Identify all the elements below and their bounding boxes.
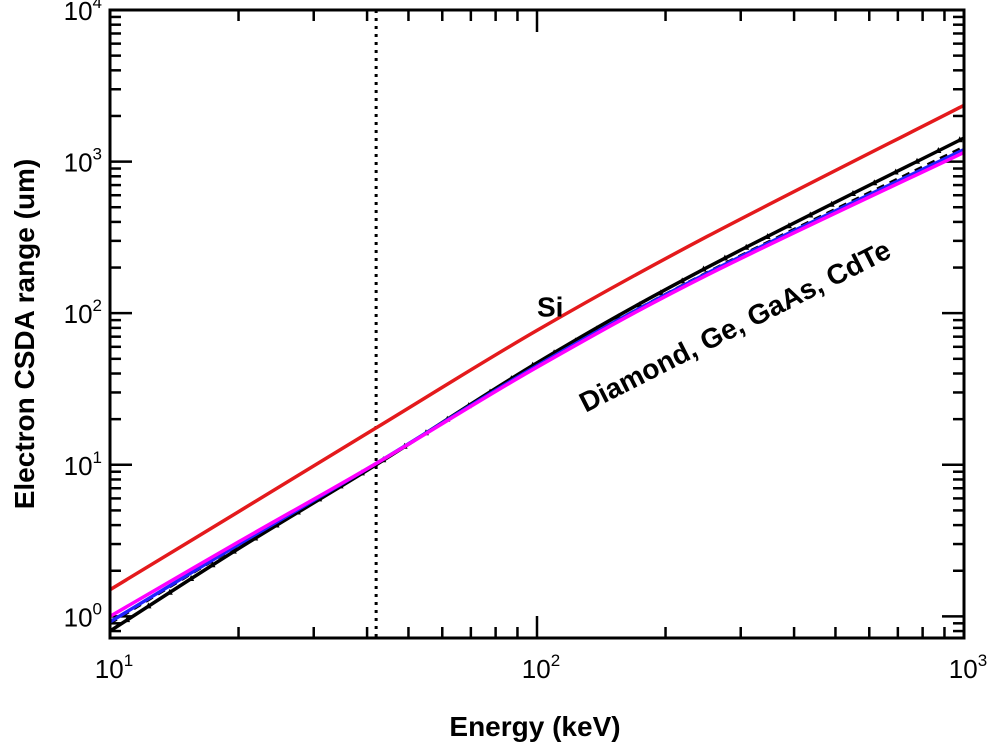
series-marker-diamond	[764, 232, 771, 239]
series-marker-diamond	[721, 254, 728, 261]
series-marker-diamond	[209, 561, 216, 568]
series-marker-diamond	[657, 289, 664, 296]
x-tick-label: 101	[95, 651, 133, 684]
series-line-ge	[109, 145, 965, 625]
series-lines	[109, 103, 965, 633]
series-marker-diamond	[252, 534, 259, 541]
series-marker-diamond	[124, 616, 131, 623]
x-tick-label: 102	[522, 651, 560, 684]
series-marker-diamond	[956, 136, 963, 143]
series-marker-diamond	[145, 602, 152, 609]
series-line-si	[109, 103, 965, 592]
series-line-gaas	[109, 148, 965, 624]
tick-labels: 101 102 103 100 101 102 103 104	[64, 0, 988, 684]
series-marker-diamond	[188, 575, 195, 582]
y-tick-label: 102	[64, 296, 102, 329]
series-marker-diamond	[871, 179, 878, 186]
x-tick-label: 103	[949, 651, 987, 684]
series-marker-diamond	[166, 588, 173, 595]
x-axis-title: Energy (keV)	[449, 711, 620, 742]
series-marker-diamond	[679, 277, 686, 284]
series-marker-diamond	[828, 200, 835, 207]
y-tick-label: 104	[64, 0, 102, 26]
annotation-label: Si	[537, 292, 563, 323]
series-marker-diamond	[700, 265, 707, 272]
y-tick-label: 101	[64, 448, 102, 481]
plot-frame	[108, 8, 966, 640]
y-tick-label: 100	[64, 599, 102, 632]
series-marker-diamond	[743, 243, 750, 250]
series-marker-diamond	[230, 547, 237, 554]
y-axis-title: Electron CSDA range (um)	[9, 159, 40, 510]
series-marker-diamond	[892, 168, 899, 175]
series-marker-diamond	[807, 211, 814, 218]
series-marker-diamond	[785, 222, 792, 229]
series-marker-diamond	[849, 189, 856, 196]
series-marker-diamond	[914, 157, 921, 164]
series-line-cdte	[109, 150, 965, 618]
series-marker-diamond	[935, 146, 942, 153]
y-tick-label: 103	[64, 145, 102, 178]
series-marker-diamond	[273, 521, 280, 528]
